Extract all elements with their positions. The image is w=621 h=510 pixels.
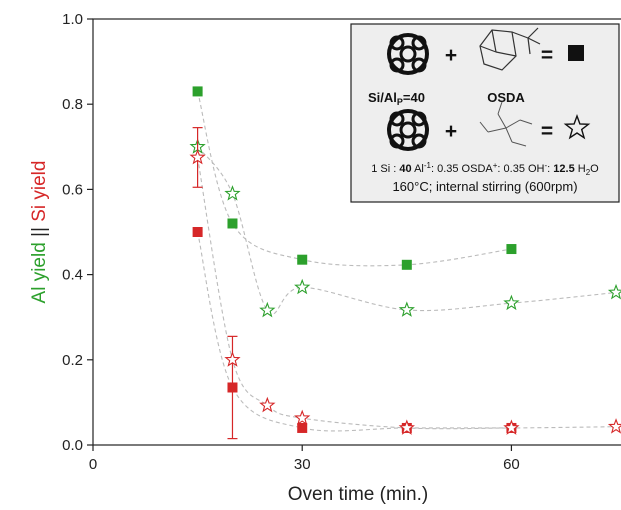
y-axis-title-part: Si yield [29,161,50,222]
y-tick-label: 0.2 [62,352,83,369]
y-tick-label: 0.6 [62,181,83,198]
star-marker [398,301,415,317]
star-marker [607,283,621,300]
composition-part: Al [412,163,424,175]
open-star-icon [563,113,591,140]
synthesis-conditions-text: 160°C; internal stirring (600rpm) [392,179,577,194]
composition-part: : 0.35 OSDA [431,163,493,175]
square-marker [192,227,203,237]
composition-part: O [590,163,599,175]
composition-part: 2 [586,168,591,177]
square-marker [506,244,517,255]
composition-part: : 0.35 OH [497,163,544,175]
star-marker [224,351,241,367]
plot-frame [92,18,621,446]
y-axis-title-part: Al yield [29,242,50,303]
star-marker [503,294,520,311]
trend-line [197,231,512,432]
x-tick-label: 60 [503,456,520,473]
star-marker [503,419,520,435]
y-tick-label: 1.0 [62,11,83,28]
composition-part: 12.5 [553,163,574,175]
osda-molecule-icon [479,27,541,71]
square-marker [297,254,308,265]
star-marker [294,278,311,295]
zeolite-framework-icon-2 [387,109,429,151]
filled-square-icon [568,45,584,61]
operator-equals-1: = [541,44,553,67]
square-marker [192,86,203,97]
star-marker [259,301,276,318]
si-al-ratio-label: Si/AlP=40 [368,90,425,107]
star-marker [294,409,311,426]
osda-label: OSDA [487,90,525,105]
y-tick-label: 0.0 [62,437,83,454]
composition-part: H [575,163,586,175]
y-axis-title-part: || [29,222,50,242]
composition-part: -1 [424,161,432,170]
composition-part: : [547,163,553,175]
square-marker [401,259,412,270]
star-marker [224,185,241,201]
data-markers [189,86,621,440]
operator-equals-2: = [541,120,553,143]
star-marker [259,396,276,413]
tetraalkylammonium-molecule-icon [479,101,533,147]
square-marker [297,422,308,433]
composition-part: - [545,161,548,170]
composition-part: 1 Si : [371,163,399,175]
operator-plus-1: + [445,44,457,67]
x-tick-label: 30 [294,456,311,473]
composition-part: 40 [399,163,411,175]
square-marker [227,382,238,393]
x-tick-label: 0 [89,456,97,473]
gel-composition-text: 1 Si : 40 Al-1: 0.35 OSDA+: 0.35 OH-: 12… [371,161,599,177]
x-axis: 0 30 60 [89,445,520,473]
operator-plus-2: + [445,120,457,143]
star-marker [189,148,206,165]
star-marker [398,419,415,435]
square-marker [227,218,238,229]
y-axis-title: Al yield || Si yield [29,161,50,304]
x-axis-title: Oven time (min.) [288,484,428,505]
y-axis: 0.0 0.2 0.4 0.6 0.8 1.0 [62,11,93,454]
star-marker [607,418,621,434]
inset-panel: + = Si/AlP=40 OSDA + [350,23,620,203]
zeolite-framework-icon [387,33,429,75]
y-tick-label: 0.8 [62,96,83,113]
y-tick-label: 0.4 [62,267,83,284]
composition-part: + [493,161,498,170]
